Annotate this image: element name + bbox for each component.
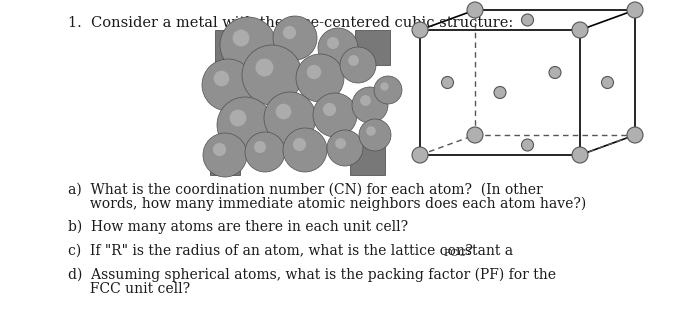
Circle shape [627,127,643,143]
Circle shape [467,2,483,18]
Polygon shape [355,30,390,65]
Circle shape [522,139,533,151]
Circle shape [327,37,339,49]
Text: b)  How many atoms are there in each unit cell?: b) How many atoms are there in each unit… [68,220,408,234]
Circle shape [335,138,346,149]
Circle shape [273,16,317,60]
Text: words, how many immediate atomic neighbors does each atom have?): words, how many immediate atomic neighbo… [68,197,587,211]
Circle shape [380,82,389,91]
Text: 1.  Consider a metal with the face-centered cubic structure:: 1. Consider a metal with the face-center… [68,16,513,30]
Text: FCC unit cell?: FCC unit cell? [68,282,190,296]
Polygon shape [210,140,240,175]
Circle shape [318,28,358,68]
Circle shape [340,47,376,83]
Circle shape [352,87,388,123]
Circle shape [217,97,273,153]
Circle shape [549,66,561,78]
Circle shape [359,119,391,151]
Circle shape [366,126,376,136]
Circle shape [213,143,226,156]
Circle shape [313,93,357,137]
Circle shape [601,76,613,89]
Circle shape [522,14,533,26]
Circle shape [494,87,506,99]
Text: ?: ? [461,244,473,258]
Circle shape [467,127,483,143]
Circle shape [412,22,428,38]
Circle shape [242,45,302,105]
Text: a)  What is the coordination number (CN) for each atom?  (In other: a) What is the coordination number (CN) … [68,183,542,197]
Polygon shape [215,30,255,70]
Circle shape [220,17,276,73]
Polygon shape [350,140,385,175]
Circle shape [327,130,363,166]
Circle shape [245,132,285,172]
Circle shape [323,103,336,116]
Circle shape [214,71,230,86]
Circle shape [627,2,643,18]
Circle shape [442,76,454,89]
Circle shape [283,128,327,172]
Circle shape [293,138,306,151]
Circle shape [276,104,291,119]
Circle shape [412,147,428,163]
Circle shape [360,95,371,106]
Circle shape [374,76,402,104]
Text: c)  If "R" is the radius of an atom, what is the lattice constant a: c) If "R" is the radius of an atom, what… [68,244,513,258]
Circle shape [256,58,274,76]
Circle shape [264,92,316,144]
Circle shape [296,54,344,102]
Text: d)  Assuming spherical atoms, what is the packing factor (PF) for the: d) Assuming spherical atoms, what is the… [68,268,556,283]
Circle shape [230,110,246,126]
Circle shape [348,55,359,66]
Circle shape [572,147,588,163]
Circle shape [202,59,254,111]
Circle shape [572,22,588,38]
Circle shape [203,133,247,177]
Circle shape [232,30,249,46]
Circle shape [283,26,296,39]
Circle shape [307,65,321,79]
Circle shape [254,141,266,153]
Text: FCC: FCC [443,249,466,258]
